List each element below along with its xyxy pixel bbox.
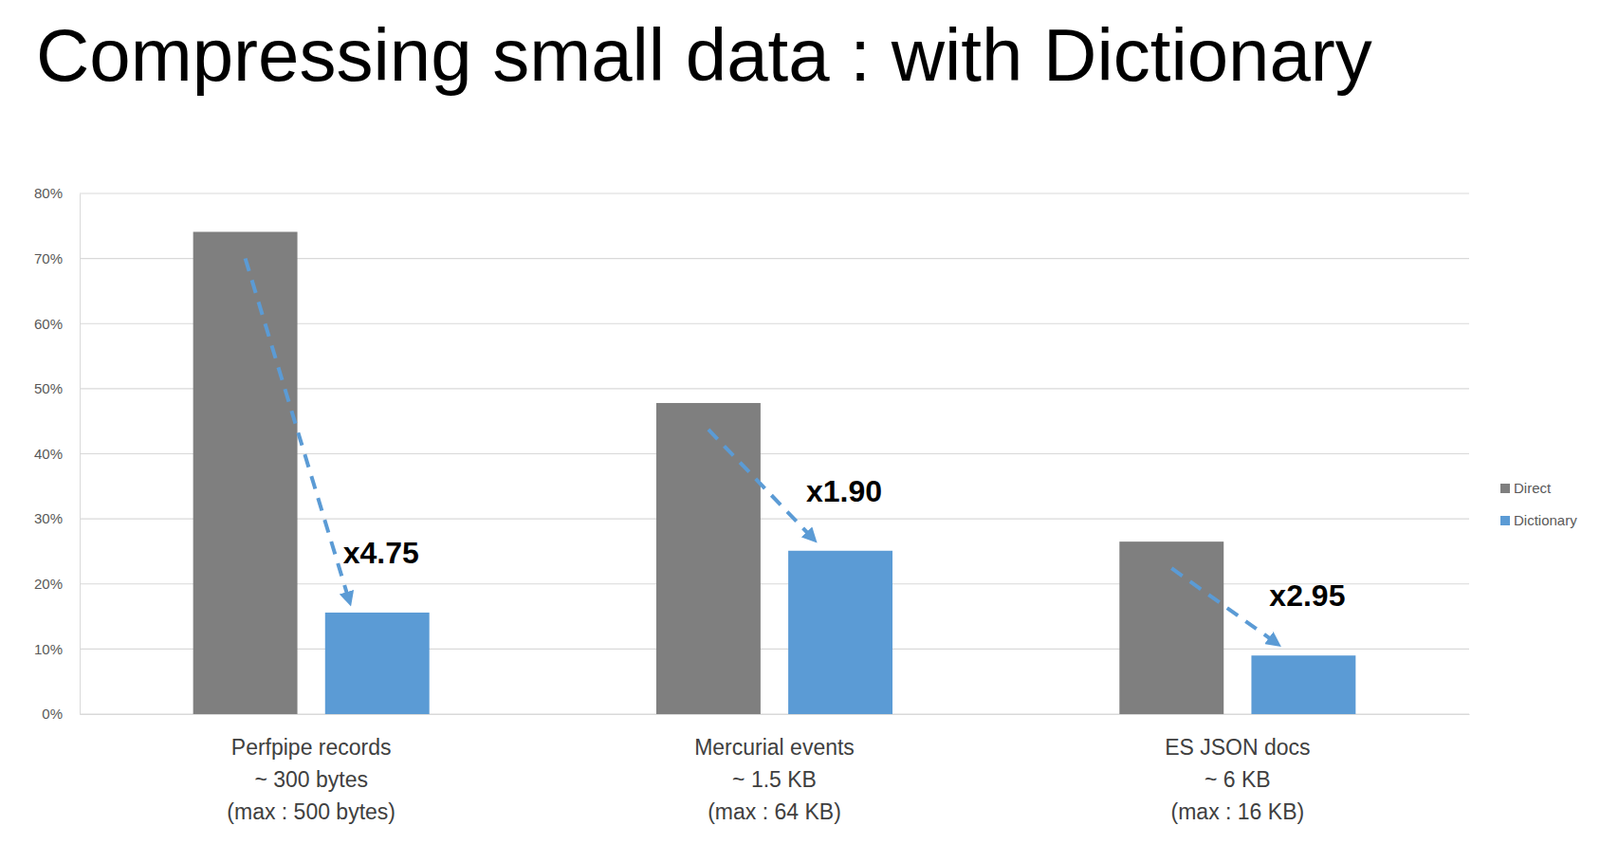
bar — [788, 551, 893, 715]
x-tick-label: Perfpipe records ~ 300 bytes (max : 500 by… — [226, 735, 396, 825]
x-tick-label-line: (max : 64 KB) — [707, 799, 842, 825]
y-tick-label: 70% — [34, 250, 63, 267]
arrow — [245, 257, 350, 599]
legend-label: Dictionary — [1513, 512, 1578, 529]
legend-entry: Direct — [1500, 479, 1552, 497]
y-tick: 30% — [34, 510, 80, 527]
y-tick-label: 60% — [34, 315, 63, 332]
x-tick-label-line: ~ 300 bytes — [254, 767, 368, 792]
legend-label: Direct — [1513, 479, 1552, 497]
y-tick: 80% — [34, 184, 80, 202]
grid-line — [79, 192, 1470, 194]
y-tick: 70% — [34, 250, 80, 267]
legend-swatch — [1500, 483, 1510, 494]
x-tick-label-line: ES JSON docs — [1164, 735, 1310, 760]
y-axis-line — [79, 194, 81, 716]
y-axis: 0% 10% 20% 30% 40% 50% 60% 70% 80% — [34, 184, 81, 722]
arrow — [708, 429, 812, 538]
x-tick: Mercurial events ~ 1.5 KB (max : 64 KB) — [694, 714, 855, 825]
annotations: x4.75 x1.90 x2.95 — [245, 257, 1346, 643]
series — [193, 231, 1225, 715]
y-tick-label: 40% — [34, 445, 63, 462]
x-axis-line — [80, 714, 1471, 716]
y-tick: 50% — [34, 380, 80, 397]
x-tick-label-line: ~ 6 KB — [1204, 767, 1271, 792]
annotation: x2.95 — [1268, 578, 1345, 613]
series — [325, 551, 1357, 715]
x-tick-label-line: ~ 1.5 KB — [732, 767, 817, 792]
x-tick-label-line: Perfpipe records — [231, 735, 392, 760]
y-tick-label: 10% — [34, 641, 63, 658]
x-tick-label-line: (max : 500 bytes) — [226, 799, 396, 825]
annotation: x4.75 — [343, 535, 420, 571]
grid — [79, 193, 1470, 715]
x-tick: Perfpipe records ~ 300 bytes (max : 500 by… — [226, 714, 396, 825]
annotation: x1.90 — [806, 474, 883, 509]
bar — [1250, 655, 1356, 715]
legend-entry: Dictionary — [1500, 512, 1578, 529]
title: Compressing small data : with Dictionary — [36, 13, 1373, 97]
x-tick-label-line: Mercurial events — [694, 735, 855, 760]
legend-swatch — [1500, 515, 1510, 526]
y-tick: 40% — [34, 445, 80, 462]
chart: Compressing small data : with Dictionary… — [0, 0, 1600, 844]
x-tick-label-line: (max : 16 KB) — [1171, 799, 1306, 825]
y-tick-label: 20% — [34, 575, 63, 592]
y-tick: 0% — [41, 705, 80, 722]
x-tick: ES JSON docs ~ 6 KB (max : 16 KB) — [1164, 714, 1310, 825]
bar — [193, 231, 298, 715]
x-tick-label: ES JSON docs ~ 6 KB (max : 16 KB) — [1164, 735, 1310, 825]
legend: Direct Dictionary — [1500, 479, 1578, 529]
x-tick-label: Mercurial events ~ 1.5 KB (max : 64 KB) — [694, 735, 855, 825]
bar — [325, 612, 430, 715]
y-tick-label: 30% — [34, 510, 63, 527]
bar — [656, 403, 761, 715]
y-tick-label: 80% — [34, 184, 63, 202]
bar — [1119, 541, 1224, 715]
y-tick-label: 0% — [41, 705, 63, 722]
y-tick-label: 50% — [34, 380, 63, 397]
y-tick: 10% — [34, 641, 80, 658]
bars — [193, 231, 1357, 715]
y-tick: 60% — [34, 315, 80, 332]
x-axis: Perfpipe records ~ 300 bytes (max : 500 by… — [80, 714, 1471, 825]
y-tick: 20% — [34, 575, 80, 592]
arrow — [1171, 568, 1275, 643]
